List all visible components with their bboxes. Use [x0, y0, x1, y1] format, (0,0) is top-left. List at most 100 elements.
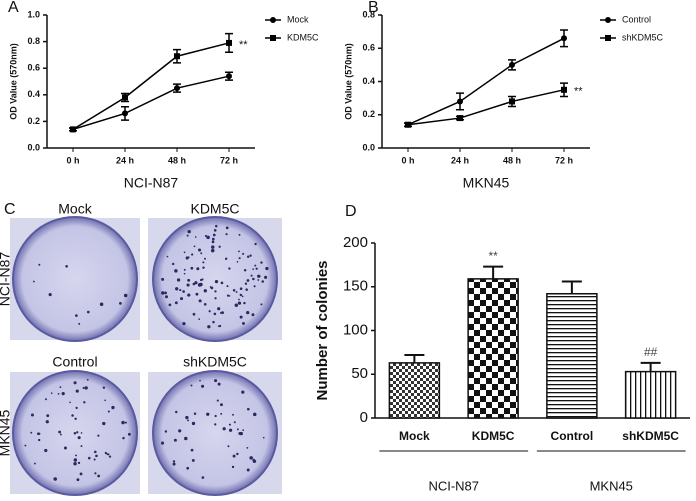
colony-dot — [203, 302, 207, 306]
colony-dot — [73, 458, 78, 462]
panel-label: A — [8, 0, 19, 16]
colony-dot — [187, 229, 191, 234]
y-tick-label: 0.0 — [27, 142, 40, 152]
colony-dot — [174, 269, 178, 273]
plate-image — [12, 216, 138, 342]
colony-dot — [228, 267, 231, 270]
colony-dot — [249, 456, 253, 460]
marker — [226, 73, 232, 80]
colony-dot — [208, 310, 211, 313]
colony-dot — [187, 293, 191, 297]
colony-dot — [185, 415, 189, 420]
colony-dot — [246, 446, 249, 449]
colony-dot — [220, 412, 223, 415]
colony-dot — [88, 456, 91, 460]
colony-dot — [232, 289, 236, 292]
colony-dot — [37, 438, 41, 442]
bar — [388, 362, 441, 419]
colony-dot — [161, 441, 165, 445]
panel-label: D — [345, 203, 357, 220]
bar — [467, 278, 519, 419]
colony-dot — [102, 421, 106, 426]
colony-dot — [243, 301, 246, 305]
colony-dot — [212, 233, 216, 237]
colony-dot — [197, 248, 202, 252]
colony-dot — [265, 266, 269, 271]
colony-dot — [93, 458, 96, 461]
colony-dot — [227, 445, 230, 448]
colony-dot — [239, 293, 243, 297]
colony-dot — [79, 472, 83, 476]
colony-dot — [238, 250, 240, 253]
colony-dot — [214, 379, 218, 383]
colony-dot — [211, 237, 215, 241]
colony-dot — [121, 420, 125, 425]
colony-dot — [179, 289, 182, 292]
x-tick-label: KDM5C — [472, 429, 515, 443]
marker — [561, 86, 567, 93]
colony-dot — [123, 293, 128, 298]
colony-dot — [83, 401, 86, 404]
colony-dot — [200, 252, 203, 255]
y-tick-label: 0.4 — [27, 89, 40, 99]
error-bar — [404, 354, 425, 363]
colony-dot — [94, 450, 97, 454]
colony-dot — [228, 428, 233, 432]
bar — [624, 370, 677, 419]
colony-dot — [77, 436, 81, 440]
y-axis-label: OD Value (570nm) — [343, 43, 353, 120]
colony-dot — [236, 452, 239, 456]
colony-dot — [187, 419, 190, 422]
colony-dot — [214, 297, 217, 300]
colony-dot — [246, 407, 250, 411]
panel-label: C — [4, 201, 16, 218]
colony-dot — [254, 242, 257, 246]
colony-dot — [244, 282, 248, 285]
column-label: KDM5C — [190, 201, 239, 217]
x-tick-label: 24 h — [451, 155, 469, 165]
colony-dot — [82, 387, 85, 390]
colony-dot — [176, 278, 181, 282]
panel-label: B — [368, 0, 379, 16]
annotation: ## — [644, 345, 658, 359]
legend-label: Control — [622, 14, 651, 24]
colony-dot — [246, 255, 250, 258]
colony-dot — [241, 295, 244, 298]
column-label: Control — [52, 354, 97, 370]
colony-dot — [238, 233, 241, 236]
colony-dot — [161, 291, 165, 295]
error-bar — [483, 265, 504, 279]
colony-dot — [187, 278, 191, 282]
colony-dot — [228, 295, 231, 297]
colony-dot — [201, 384, 205, 388]
legend-label: shKDM5C — [622, 32, 664, 42]
y-tick-label: 200 — [343, 234, 368, 251]
colony-dot — [69, 401, 71, 404]
colony-dot — [172, 462, 176, 466]
colony-dot — [239, 431, 243, 436]
colony-dot — [250, 274, 253, 277]
colony-dot — [214, 423, 217, 426]
colony-dot — [202, 261, 205, 264]
legend-marker — [605, 35, 611, 41]
plate-image — [152, 370, 278, 496]
y-tick-label: 0 — [360, 409, 368, 426]
colony-dot — [75, 454, 77, 457]
column-label: shKDM5C — [183, 354, 247, 370]
colony-dot — [45, 420, 49, 424]
annotation: ** — [574, 86, 583, 98]
colony-dot — [75, 406, 78, 410]
legend-marker — [270, 35, 276, 41]
colony-dot — [30, 431, 33, 434]
colony-dot — [127, 432, 131, 436]
y-tick-label: 1.0 — [27, 9, 40, 19]
y-axis-label: OD Value (570nm) — [8, 43, 18, 120]
colony-dot — [220, 281, 224, 285]
colony-dot — [182, 290, 185, 293]
colony-dot — [235, 291, 238, 293]
colony-dot — [30, 413, 34, 417]
colony-dot — [214, 414, 217, 418]
colony-dot — [190, 384, 193, 387]
x-tick-label: 72 h — [555, 155, 573, 165]
colony-dot — [190, 266, 194, 270]
